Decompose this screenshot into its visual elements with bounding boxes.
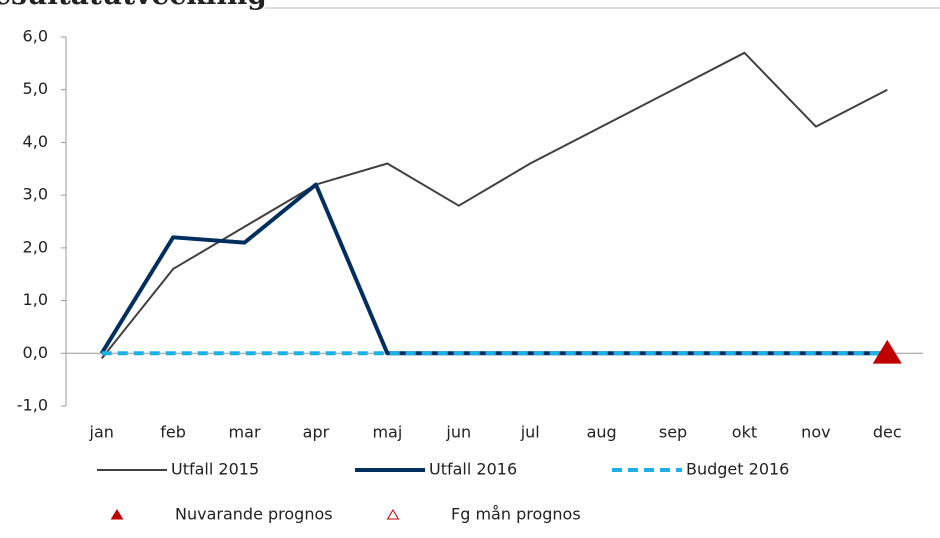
legend-label: Utfall 2015: [171, 460, 259, 479]
legend-marker: [386, 509, 400, 520]
legend-marker: [110, 509, 124, 520]
legend-label: Budget 2016: [686, 460, 789, 479]
x-tick-label: mar: [229, 423, 261, 442]
x-tick-label: maj: [372, 423, 402, 442]
y-tick-label: 2,0: [23, 237, 48, 256]
y-tick-label: 4,0: [23, 132, 48, 151]
x-tick-label: apr: [303, 423, 330, 442]
x-tick-label: dec: [873, 423, 902, 442]
legend-label: Utfall 2016: [429, 460, 517, 479]
x-tick-label: jul: [520, 423, 540, 442]
x-tick-label: sep: [659, 423, 687, 442]
legend-label: Fg mån prognos: [451, 505, 581, 524]
x-tick-label: nov: [801, 423, 830, 442]
series-line: [100, 51, 888, 360]
x-tick-label: okt: [732, 423, 757, 442]
prognos-marker: [872, 339, 902, 364]
x-tick-label: jun: [445, 423, 471, 442]
x-tick-label: jan: [89, 423, 114, 442]
y-tick-label: 6,0: [23, 27, 48, 46]
y-tick-label: 5,0: [23, 79, 48, 98]
x-tick-label: feb: [160, 423, 186, 442]
y-tick-label: 0,0: [23, 343, 48, 362]
y-tick-label: -1,0: [17, 396, 48, 415]
chart-title: Resultatutveckling: [0, 0, 267, 11]
series-line: [100, 182, 888, 356]
legend-label: Nuvarande prognos: [175, 505, 333, 524]
y-tick-label: 1,0: [23, 290, 48, 309]
y-tick-label: 3,0: [23, 185, 48, 204]
x-tick-label: aug: [587, 423, 617, 442]
